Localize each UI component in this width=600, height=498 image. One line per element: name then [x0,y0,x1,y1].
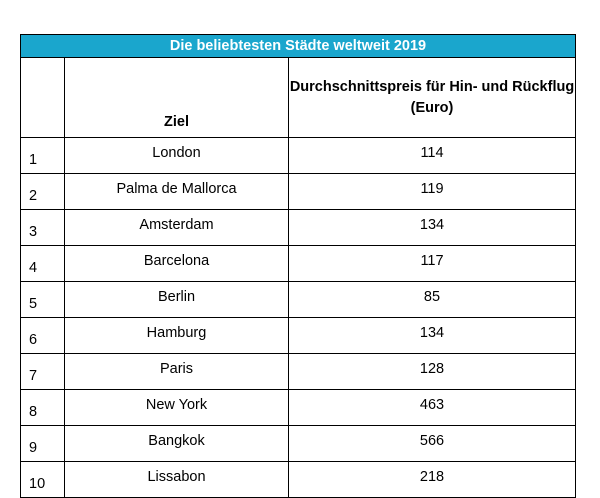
price-cell: 128 [288,353,576,390]
destination-cell: Berlin [64,281,289,318]
rank-cell: 1 [20,137,65,174]
rank-cell: 6 [20,317,65,354]
table-header-row: Ziel Durchschnittspreis für Hin- und Rüc… [20,57,576,138]
price-cell: 134 [288,317,576,354]
table-title-row: Die beliebtesten Städte weltweit 2019 [20,34,576,58]
table-row: 5 Berlin 85 [20,281,576,318]
popular-cities-table: Die beliebtesten Städte weltweit 2019 Zi… [20,34,576,498]
price-cell: 134 [288,209,576,246]
popular-cities-table-container: Die beliebtesten Städte weltweit 2019 Zi… [20,34,576,498]
price-cell: 218 [288,461,576,498]
table-row: 2 Palma de Mallorca 119 [20,173,576,210]
table-row: 8 New York 463 [20,389,576,426]
table-row: 6 Hamburg 134 [20,317,576,354]
price-cell: 117 [288,245,576,282]
rank-cell: 9 [20,425,65,462]
destination-cell: Hamburg [64,317,289,354]
table-body: 1 London 114 2 Palma de Mallorca 119 3 Amsterda… [20,137,576,498]
rank-cell: 5 [20,281,65,318]
header-rank [20,57,65,138]
price-cell: 114 [288,137,576,174]
table-row: 3 Amsterdam 134 [20,209,576,246]
table-row: 1 London 114 [20,137,576,174]
rank-cell: 7 [20,353,65,390]
destination-cell: Paris [64,353,289,390]
destination-cell: London [64,137,289,174]
destination-cell: Amsterdam [64,209,289,246]
rank-cell: 4 [20,245,65,282]
table-row: 7 Paris 128 [20,353,576,390]
rank-cell: 8 [20,389,65,426]
table-title: Die beliebtesten Städte weltweit 2019 [20,34,576,58]
table-row: 9 Bangkok 566 [20,425,576,462]
rank-cell: 2 [20,173,65,210]
destination-cell: Lissabon [64,461,289,498]
price-cell: 463 [288,389,576,426]
table-row: 10 Lissabon 218 [20,461,576,498]
destination-cell: Palma de Mallorca [64,173,289,210]
header-price: Durchschnittspreis für Hin- und Rückflug… [288,57,576,138]
price-cell: 566 [288,425,576,462]
price-cell: 119 [288,173,576,210]
rank-cell: 3 [20,209,65,246]
destination-cell: Bangkok [64,425,289,462]
table-row: 4 Barcelona 117 [20,245,576,282]
destination-cell: Barcelona [64,245,289,282]
destination-cell: New York [64,389,289,426]
rank-cell: 10 [20,461,65,498]
price-cell: 85 [288,281,576,318]
header-destination: Ziel [64,57,289,138]
